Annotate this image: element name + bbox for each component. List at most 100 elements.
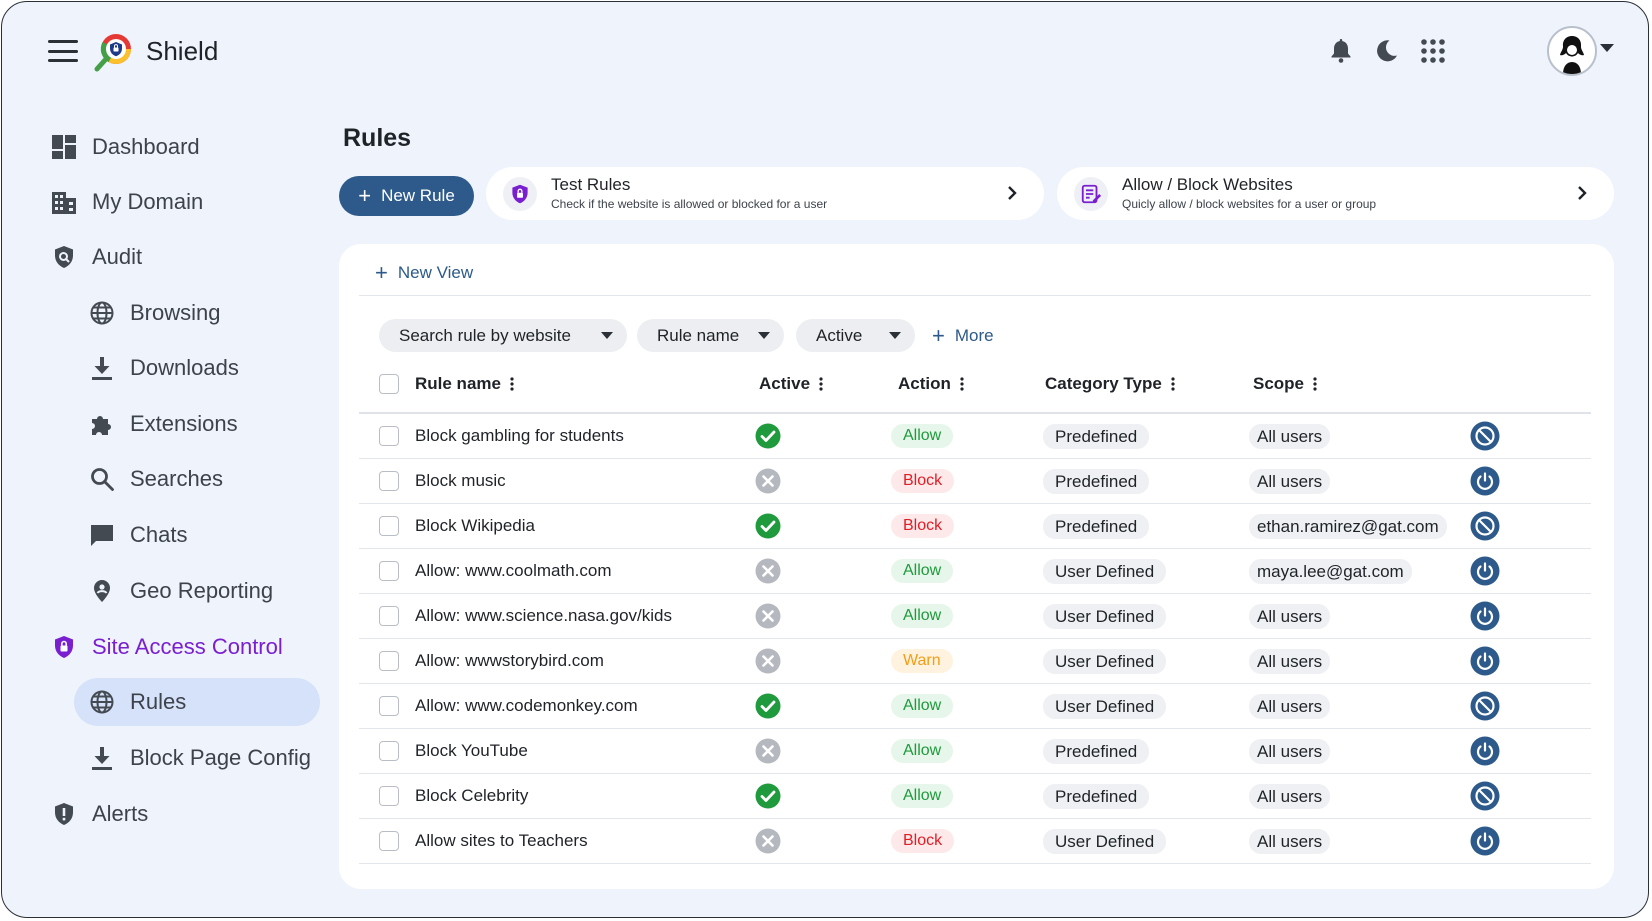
scope-badge: All users (1249, 739, 1331, 764)
new-view-label: New View (397, 263, 474, 282)
category-badge: User Defined (1043, 559, 1167, 584)
row-checkbox[interactable] (379, 471, 399, 491)
sidebar-item-extensions[interactable]: Extensions (88, 401, 238, 447)
shield-logo-icon (94, 34, 131, 72)
allow-block-subtitle: Quicly allow / block websites for a user… (1122, 197, 1377, 211)
rule-name-cell[interactable]: Allow: www.codemonkey.com (415, 696, 638, 715)
table-row[interactable]: Block music Block Predefined All users (359, 459, 1591, 504)
sidebar-item-label: My Domain (92, 189, 204, 214)
sidebar-item-alerts[interactable]: Alerts (50, 791, 148, 837)
table-row[interactable]: Block YouTube Allow Predefined All users (359, 729, 1591, 774)
row-checkbox[interactable] (379, 831, 399, 851)
rule-name-cell[interactable]: Allow: www.science.nasa.gov/kids (415, 606, 673, 625)
table-row[interactable]: Allow: wwwstorybird.com Warn User Defined A… (359, 639, 1591, 684)
rule-name-filter[interactable]: Rule name (637, 319, 784, 352)
select-all-checkbox[interactable] (379, 374, 399, 394)
category-badge: Predefined (1043, 514, 1150, 539)
enable-rule-power-icon[interactable] (1470, 646, 1500, 676)
sidebar-item-label: Chats (130, 522, 188, 547)
disable-rule-icon[interactable] (1470, 421, 1500, 451)
enable-rule-power-icon[interactable] (1470, 466, 1500, 496)
category-badge: Predefined (1043, 739, 1150, 764)
rule-name-cell[interactable]: Block gambling for students (415, 426, 624, 445)
enable-rule-power-icon[interactable] (1470, 826, 1500, 856)
column-menu-icon[interactable] (1313, 377, 1317, 391)
row-checkbox[interactable] (379, 606, 399, 626)
table-row[interactable]: Allow: www.science.nasa.gov/kids Allow Use… (359, 594, 1591, 639)
sidebar-item-audit[interactable]: Audit (50, 234, 142, 280)
sidebar-item-block-page-config[interactable]: Block Page Config (88, 735, 311, 781)
test-rules-card[interactable]: Test Rules Check if the website is allow… (486, 167, 1044, 220)
sidebar-item-browsing[interactable]: Browsing (88, 290, 220, 336)
disable-rule-icon[interactable] (1470, 691, 1500, 721)
table-row[interactable]: Allow: www.coolmath.com Allow User Defined… (359, 549, 1591, 594)
scope-badge: All users (1249, 694, 1331, 719)
sidebar-item-geo-reporting[interactable]: Geo Reporting (88, 568, 273, 614)
column-header-scope[interactable]: Scope (1253, 369, 1317, 399)
table-row[interactable]: Allow: www.codemonkey.com Allow User Defin… (359, 684, 1591, 729)
row-checkbox[interactable] (379, 741, 399, 761)
sidebar-item-label: Alerts (92, 801, 149, 826)
column-header-category-type[interactable]: Category Type (1045, 369, 1175, 399)
caret-down-icon (758, 332, 770, 339)
row-checkbox[interactable] (379, 516, 399, 536)
sidebar-item-downloads[interactable]: Downloads (88, 345, 239, 391)
row-divider (359, 863, 1591, 864)
inactive-x-icon (755, 468, 781, 494)
dark-mode-moon-icon[interactable] (1371, 36, 1401, 66)
sidebar-item-rules[interactable]: Rules (74, 678, 320, 726)
menu-icon[interactable] (48, 40, 78, 64)
row-checkbox[interactable] (379, 426, 399, 446)
website-search-filter[interactable]: Search rule by website (379, 319, 627, 352)
sidebar-item-searches[interactable]: Searches (88, 456, 223, 502)
row-checkbox[interactable] (379, 696, 399, 716)
table-row[interactable]: Block Wikipedia Block Predefined ethan.rami… (359, 504, 1591, 549)
rule-name-cell[interactable]: Allow sites to Teachers (415, 831, 588, 850)
action-badge: Allow (891, 784, 954, 808)
column-menu-icon[interactable] (510, 377, 514, 391)
rule-name-cell[interactable]: Block YouTube (415, 741, 528, 760)
more-filters-button[interactable]: + More (932, 319, 994, 352)
column-menu-icon[interactable] (819, 377, 823, 391)
apps-grid-icon[interactable] (1418, 36, 1448, 66)
new-view-button[interactable]: + New View (375, 262, 473, 284)
new-rule-button[interactable]: + New Rule (339, 176, 474, 216)
column-header-rule-name[interactable]: Rule name (415, 369, 514, 399)
scope-badge: All users (1249, 469, 1331, 494)
sidebar-item-dashboard[interactable]: Dashboard (50, 124, 200, 170)
sidebar-item-my-domain[interactable]: My Domain (50, 179, 203, 225)
enable-rule-power-icon[interactable] (1470, 556, 1500, 586)
table-row[interactable]: Block Celebrity Allow Predefined All users (359, 774, 1591, 819)
row-divider (359, 683, 1591, 684)
row-checkbox[interactable] (379, 561, 399, 581)
scope-badge: All users (1249, 784, 1331, 809)
audit-icon (50, 243, 78, 271)
table-row[interactable]: Allow sites to Teachers Block User Defined… (359, 819, 1591, 864)
rule-name-cell[interactable]: Block Wikipedia (415, 516, 535, 535)
disable-rule-icon[interactable] (1470, 511, 1500, 541)
caret-down-icon (601, 332, 613, 339)
rule-name-cell[interactable]: Block music (415, 471, 506, 490)
rule-name-cell[interactable]: Allow: wwwstorybird.com (415, 651, 604, 670)
sidebar-item-chats[interactable]: Chats (88, 512, 187, 558)
active-filter[interactable]: Active (796, 319, 915, 352)
avatar[interactable] (1547, 26, 1597, 76)
row-checkbox[interactable] (379, 651, 399, 671)
scope-badge: maya.lee@gat.com (1249, 559, 1412, 584)
sidebar-item-site-access-control[interactable]: Site Access Control (50, 624, 283, 670)
rule-name-cell[interactable]: Allow: www.coolmath.com (415, 561, 612, 580)
table-row[interactable]: Block gambling for students Allow Predefin… (359, 414, 1591, 459)
notification-bell-icon[interactable] (1326, 36, 1356, 66)
disable-rule-icon[interactable] (1470, 781, 1500, 811)
account-caret-icon[interactable] (1600, 44, 1614, 52)
enable-rule-power-icon[interactable] (1470, 736, 1500, 766)
column-menu-icon[interactable] (1171, 377, 1175, 391)
enable-rule-power-icon[interactable] (1470, 601, 1500, 631)
column-header-active[interactable]: Active (759, 369, 823, 399)
allow-block-websites-card[interactable]: Allow / Block Websites Quicly allow / bl… (1057, 167, 1614, 220)
rule-name-cell[interactable]: Block Celebrity (415, 786, 529, 805)
column-header-action[interactable]: Action (898, 369, 964, 399)
column-menu-icon[interactable] (960, 377, 964, 391)
row-checkbox[interactable] (379, 786, 399, 806)
